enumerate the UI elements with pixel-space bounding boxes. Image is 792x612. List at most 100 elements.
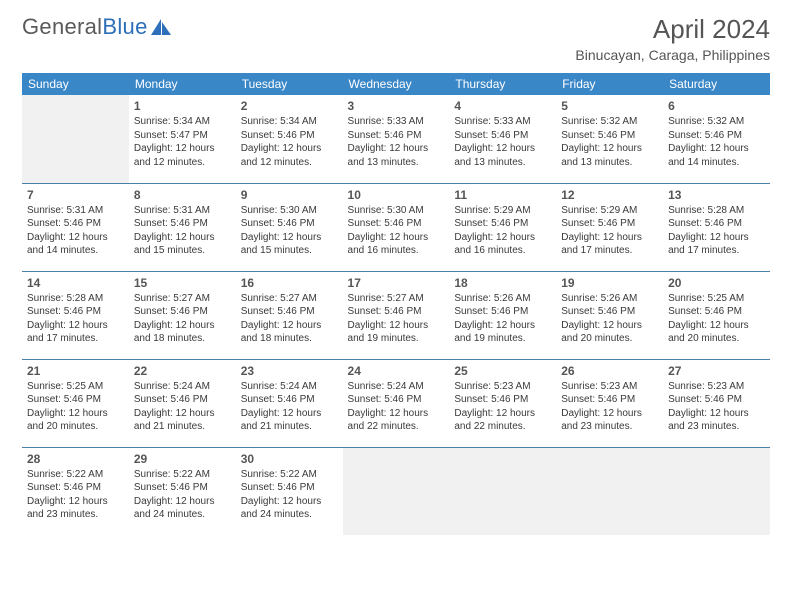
sunset-line: Sunset: 5:46 PM <box>668 393 765 407</box>
calendar-body: 1Sunrise: 5:34 AMSunset: 5:47 PMDaylight… <box>22 95 770 535</box>
logo: GeneralBlue <box>22 14 172 40</box>
calendar-week-row: 1Sunrise: 5:34 AMSunset: 5:47 PMDaylight… <box>22 95 770 183</box>
calendar-day-cell: 21Sunrise: 5:25 AMSunset: 5:46 PMDayligh… <box>22 359 129 447</box>
daylight-line: Daylight: 12 hours and 13 minutes. <box>561 142 658 169</box>
sunset-line: Sunset: 5:46 PM <box>241 129 338 143</box>
sunrise-line: Sunrise: 5:28 AM <box>27 292 124 306</box>
sunset-line: Sunset: 5:46 PM <box>27 481 124 495</box>
calendar-day-cell: 26Sunrise: 5:23 AMSunset: 5:46 PMDayligh… <box>556 359 663 447</box>
sunrise-line: Sunrise: 5:34 AM <box>241 115 338 129</box>
sunset-line: Sunset: 5:46 PM <box>134 481 231 495</box>
day-number: 11 <box>454 187 551 203</box>
sunrise-line: Sunrise: 5:25 AM <box>668 292 765 306</box>
day-number: 20 <box>668 275 765 291</box>
calendar-day-cell: 25Sunrise: 5:23 AMSunset: 5:46 PMDayligh… <box>449 359 556 447</box>
sunset-line: Sunset: 5:46 PM <box>454 217 551 231</box>
calendar-empty-cell <box>22 95 129 183</box>
calendar-week-row: 7Sunrise: 5:31 AMSunset: 5:46 PMDaylight… <box>22 183 770 271</box>
daylight-line: Daylight: 12 hours and 15 minutes. <box>134 231 231 258</box>
calendar-table: SundayMondayTuesdayWednesdayThursdayFrid… <box>22 73 770 535</box>
day-number: 17 <box>348 275 445 291</box>
day-number: 25 <box>454 363 551 379</box>
calendar-day-cell: 28Sunrise: 5:22 AMSunset: 5:46 PMDayligh… <box>22 447 129 535</box>
calendar-empty-cell <box>343 447 450 535</box>
calendar-day-cell: 12Sunrise: 5:29 AMSunset: 5:46 PMDayligh… <box>556 183 663 271</box>
sunrise-line: Sunrise: 5:29 AM <box>561 204 658 218</box>
sunset-line: Sunset: 5:46 PM <box>348 305 445 319</box>
day-number: 23 <box>241 363 338 379</box>
sunrise-line: Sunrise: 5:30 AM <box>241 204 338 218</box>
daylight-line: Daylight: 12 hours and 14 minutes. <box>27 231 124 258</box>
calendar-day-cell: 6Sunrise: 5:32 AMSunset: 5:46 PMDaylight… <box>663 95 770 183</box>
daylight-line: Daylight: 12 hours and 21 minutes. <box>134 407 231 434</box>
day-number: 15 <box>134 275 231 291</box>
sunset-line: Sunset: 5:46 PM <box>241 481 338 495</box>
daylight-line: Daylight: 12 hours and 13 minutes. <box>348 142 445 169</box>
day-number: 26 <box>561 363 658 379</box>
day-number: 2 <box>241 98 338 114</box>
month-title: April 2024 <box>575 14 770 45</box>
calendar-day-cell: 16Sunrise: 5:27 AMSunset: 5:46 PMDayligh… <box>236 271 343 359</box>
sunrise-line: Sunrise: 5:30 AM <box>348 204 445 218</box>
calendar-day-cell: 1Sunrise: 5:34 AMSunset: 5:47 PMDaylight… <box>129 95 236 183</box>
sunset-line: Sunset: 5:46 PM <box>561 393 658 407</box>
sunrise-line: Sunrise: 5:25 AM <box>27 380 124 394</box>
sunset-line: Sunset: 5:46 PM <box>27 217 124 231</box>
calendar-day-cell: 11Sunrise: 5:29 AMSunset: 5:46 PMDayligh… <box>449 183 556 271</box>
calendar-day-cell: 4Sunrise: 5:33 AMSunset: 5:46 PMDaylight… <box>449 95 556 183</box>
calendar-day-cell: 23Sunrise: 5:24 AMSunset: 5:46 PMDayligh… <box>236 359 343 447</box>
sunset-line: Sunset: 5:47 PM <box>134 129 231 143</box>
calendar-day-cell: 13Sunrise: 5:28 AMSunset: 5:46 PMDayligh… <box>663 183 770 271</box>
column-header: Tuesday <box>236 73 343 95</box>
sunrise-line: Sunrise: 5:27 AM <box>241 292 338 306</box>
sunset-line: Sunset: 5:46 PM <box>454 129 551 143</box>
sunset-line: Sunset: 5:46 PM <box>561 129 658 143</box>
daylight-line: Daylight: 12 hours and 17 minutes. <box>561 231 658 258</box>
column-header: Sunday <box>22 73 129 95</box>
logo-sail-icon <box>150 18 172 36</box>
day-number: 8 <box>134 187 231 203</box>
location: Binucayan, Caraga, Philippines <box>575 47 770 63</box>
sunset-line: Sunset: 5:46 PM <box>668 217 765 231</box>
column-header: Thursday <box>449 73 556 95</box>
day-number: 14 <box>27 275 124 291</box>
calendar-day-cell: 2Sunrise: 5:34 AMSunset: 5:46 PMDaylight… <box>236 95 343 183</box>
daylight-line: Daylight: 12 hours and 20 minutes. <box>27 407 124 434</box>
calendar-day-cell: 24Sunrise: 5:24 AMSunset: 5:46 PMDayligh… <box>343 359 450 447</box>
sunrise-line: Sunrise: 5:22 AM <box>27 468 124 482</box>
sunrise-line: Sunrise: 5:29 AM <box>454 204 551 218</box>
sunrise-line: Sunrise: 5:24 AM <box>134 380 231 394</box>
daylight-line: Daylight: 12 hours and 19 minutes. <box>348 319 445 346</box>
daylight-line: Daylight: 12 hours and 23 minutes. <box>668 407 765 434</box>
daylight-line: Daylight: 12 hours and 13 minutes. <box>454 142 551 169</box>
calendar-day-cell: 27Sunrise: 5:23 AMSunset: 5:46 PMDayligh… <box>663 359 770 447</box>
daylight-line: Daylight: 12 hours and 12 minutes. <box>134 142 231 169</box>
day-number: 1 <box>134 98 231 114</box>
sunset-line: Sunset: 5:46 PM <box>241 217 338 231</box>
calendar-day-cell: 10Sunrise: 5:30 AMSunset: 5:46 PMDayligh… <box>343 183 450 271</box>
day-number: 5 <box>561 98 658 114</box>
calendar-day-cell: 15Sunrise: 5:27 AMSunset: 5:46 PMDayligh… <box>129 271 236 359</box>
day-number: 22 <box>134 363 231 379</box>
calendar-day-cell: 30Sunrise: 5:22 AMSunset: 5:46 PMDayligh… <box>236 447 343 535</box>
calendar-day-cell: 3Sunrise: 5:33 AMSunset: 5:46 PMDaylight… <box>343 95 450 183</box>
sunrise-line: Sunrise: 5:32 AM <box>668 115 765 129</box>
daylight-line: Daylight: 12 hours and 20 minutes. <box>668 319 765 346</box>
day-number: 28 <box>27 451 124 467</box>
day-number: 9 <box>241 187 338 203</box>
sunset-line: Sunset: 5:46 PM <box>668 129 765 143</box>
sunrise-line: Sunrise: 5:27 AM <box>348 292 445 306</box>
calendar-empty-cell <box>663 447 770 535</box>
daylight-line: Daylight: 12 hours and 12 minutes. <box>241 142 338 169</box>
sunset-line: Sunset: 5:46 PM <box>27 393 124 407</box>
day-number: 24 <box>348 363 445 379</box>
daylight-line: Daylight: 12 hours and 14 minutes. <box>668 142 765 169</box>
sunset-line: Sunset: 5:46 PM <box>454 305 551 319</box>
column-header: Monday <box>129 73 236 95</box>
sunrise-line: Sunrise: 5:32 AM <box>561 115 658 129</box>
sunrise-line: Sunrise: 5:23 AM <box>561 380 658 394</box>
sunset-line: Sunset: 5:46 PM <box>134 305 231 319</box>
sunrise-line: Sunrise: 5:24 AM <box>348 380 445 394</box>
day-number: 3 <box>348 98 445 114</box>
day-number: 10 <box>348 187 445 203</box>
